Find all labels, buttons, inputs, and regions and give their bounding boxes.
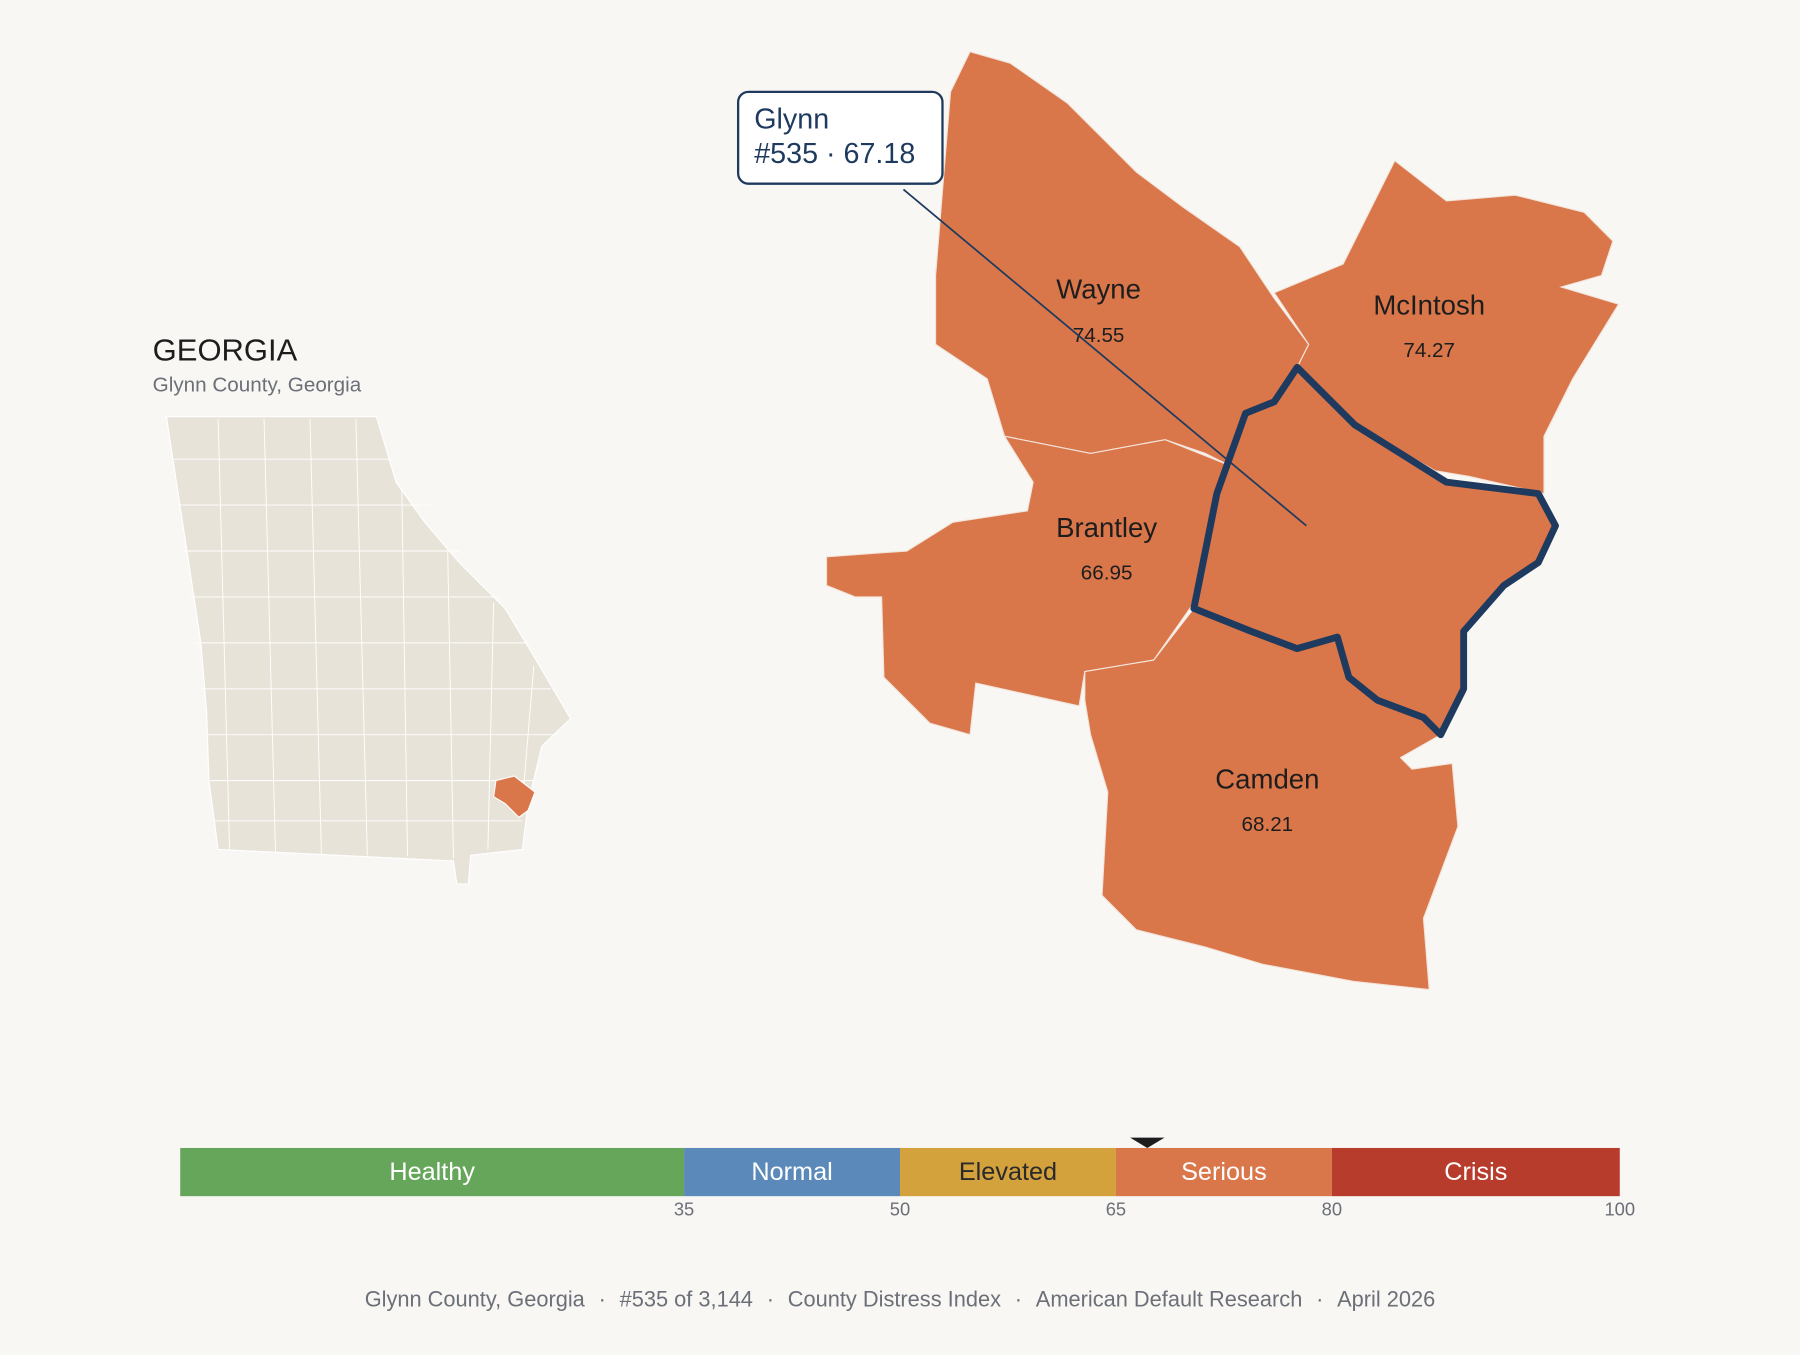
scale-tick-label: 50: [890, 1199, 910, 1220]
scale-label: Crisis: [1444, 1158, 1507, 1186]
scale-tick-label: 35: [674, 1199, 694, 1220]
tooltip-detail: #535 · 67.18: [754, 138, 915, 170]
scale-segment: [1115, 1147, 1332, 1197]
scale-label: Elevated: [959, 1158, 1057, 1186]
distress-scale: Healthy Normal Elevated Serious Crisis 35 50 65…: [180, 1137, 1635, 1220]
tooltip-name: Glynn: [754, 104, 829, 136]
footer-separator: ·: [599, 1286, 606, 1311]
footer-separator: ·: [1316, 1286, 1323, 1311]
footer-part: #535 of 3,144: [620, 1286, 753, 1311]
scale-label: Healthy: [389, 1158, 475, 1186]
title: GEORGIA: [153, 332, 298, 367]
county-score: 74.27: [1403, 339, 1455, 362]
scale-tick-label: 65: [1106, 1199, 1126, 1220]
county-name: Brantley: [1056, 512, 1157, 543]
tooltip-leader: [902, 188, 1307, 527]
footer-part: County Distress Index: [788, 1286, 1001, 1311]
glynn-highlight: [493, 775, 536, 819]
county-score: 74.55: [1073, 324, 1125, 347]
scale-tick-label: 80: [1322, 1199, 1342, 1220]
footer-part: American Default Research: [1036, 1286, 1303, 1311]
county-name: Wayne: [1056, 273, 1141, 304]
scale-segment: [1331, 1147, 1620, 1197]
scale-segment: [180, 1147, 685, 1197]
county-map: [825, 50, 1620, 991]
footer-separator: ·: [1015, 1286, 1022, 1311]
subtitle: Glynn County, Georgia: [153, 373, 362, 396]
state-map: [165, 416, 572, 885]
county-name: McIntosh: [1373, 290, 1485, 321]
county-glynn[interactable]: [1190, 363, 1559, 739]
scale-label: Normal: [751, 1158, 832, 1186]
scale-segment: [900, 1147, 1116, 1197]
county-score: 68.21: [1241, 813, 1293, 836]
scale-label: Serious: [1181, 1158, 1267, 1186]
scale-segment: [684, 1147, 900, 1197]
county-score: 66.95: [1081, 562, 1133, 585]
footer-separator: ·: [767, 1286, 774, 1311]
county-name: Camden: [1215, 764, 1319, 795]
footer-part: Glynn County, Georgia: [365, 1286, 586, 1311]
scale-tick-label: 100: [1604, 1199, 1635, 1220]
footer-part: April 2026: [1337, 1286, 1435, 1311]
footer: Glynn County, Georgia · #535 of 3,144 · Coun…: [365, 1286, 1436, 1311]
county-wayne[interactable]: [935, 50, 1310, 466]
tooltip-box: [736, 90, 944, 185]
scale-marker: [1130, 1137, 1165, 1148]
